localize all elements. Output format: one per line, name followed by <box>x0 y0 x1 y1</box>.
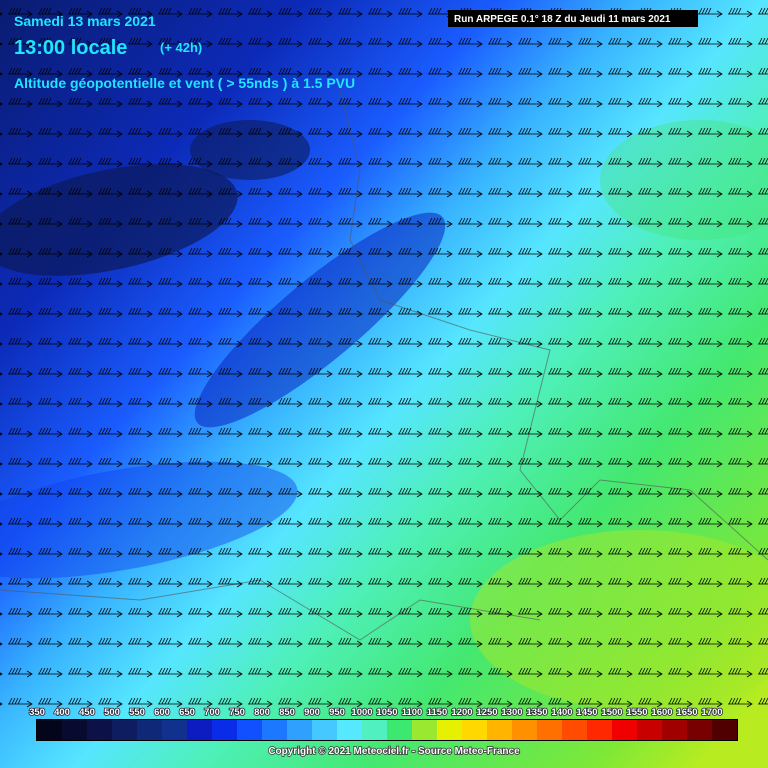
colorbar-label: 450 <box>79 707 95 718</box>
colorbar-swatch <box>662 720 687 740</box>
colorbar-label: 1450 <box>576 707 597 718</box>
colorbar-label: 400 <box>54 707 70 718</box>
colorbar-swatch <box>412 720 437 740</box>
colorbar-swatch <box>587 720 612 740</box>
copyright: Copyright © 2021 Meteociel.fr - Source M… <box>268 746 520 757</box>
colorbar-swatch <box>37 720 62 740</box>
colorbar-swatch <box>637 720 662 740</box>
colorbar-label: 850 <box>279 707 295 718</box>
colorbar-swatch <box>687 720 712 740</box>
colorbar-swatch <box>262 720 287 740</box>
colorbar-label: 1700 <box>701 707 722 718</box>
colorbar-swatch <box>187 720 212 740</box>
colorbar-label: 1300 <box>501 707 522 718</box>
colorbar-swatch <box>612 720 637 740</box>
lead-time: (+ 42h) <box>160 40 202 55</box>
colorbar-label: 950 <box>329 707 345 718</box>
colorbar-swatch <box>712 720 737 740</box>
colorbar-label: 500 <box>104 707 120 718</box>
colorbar-label: 1400 <box>551 707 572 718</box>
colorbar-swatch <box>312 720 337 740</box>
colorbar-label: 900 <box>304 707 320 718</box>
colorbar-label: 750 <box>229 707 245 718</box>
colorbar-label: 550 <box>129 707 145 718</box>
map-title: Altitude géopotentielle et vent ( > 55nd… <box>14 75 355 91</box>
colorbar-swatch <box>437 720 462 740</box>
colorbar-label: 1200 <box>451 707 472 718</box>
colorbar-label: 1650 <box>676 707 697 718</box>
legend: 350 400 450 500 550 600 650 700 750 800 850 900 950 1… <box>28 706 738 741</box>
colorbar-label: 800 <box>254 707 270 718</box>
colorbar-label: 1600 <box>651 707 672 718</box>
colorbar-label: 1150 <box>427 707 448 718</box>
colorbar-swatch <box>562 720 587 740</box>
run-info: Run ARPEGE 0.1° 18 Z du Jeudi 11 mars 20… <box>454 14 671 25</box>
colorbar-swatch <box>387 720 412 740</box>
colorbar-swatch <box>112 720 137 740</box>
date: Samedi 13 mars 2021 <box>14 13 156 29</box>
colorbar-label: 600 <box>154 707 170 718</box>
colorbar-swatch <box>362 720 387 740</box>
colorbar-swatch <box>512 720 537 740</box>
colorbar-swatch <box>137 720 162 740</box>
colorbar-swatch <box>87 720 112 740</box>
colorbar-swatch <box>237 720 262 740</box>
colorbar-label: 650 <box>179 707 195 718</box>
colorbar-swatch <box>337 720 362 740</box>
colorbar-swatch <box>287 720 312 740</box>
colorbar-swatch <box>62 720 87 740</box>
colorbar-swatch <box>462 720 487 740</box>
run-box <box>448 10 698 27</box>
colorbar-label: 1350 <box>526 707 547 718</box>
colorbar-label: 700 <box>204 707 220 718</box>
colorbar-label: 1250 <box>476 707 497 718</box>
time: 13:00 locale <box>14 37 127 59</box>
colorbar-label: 1000 <box>351 707 372 718</box>
colorbar-swatch <box>537 720 562 740</box>
colorbar-label: 1050 <box>376 707 397 718</box>
colorbar-label: 1550 <box>626 707 647 718</box>
colorbar-label: 350 <box>29 707 45 718</box>
colorbar-swatch <box>162 720 187 740</box>
colorbar-label: 1500 <box>601 707 622 718</box>
colorbar-swatch <box>487 720 512 740</box>
colorbar-label: 1100 <box>402 707 423 718</box>
colorbar-swatch <box>212 720 237 740</box>
